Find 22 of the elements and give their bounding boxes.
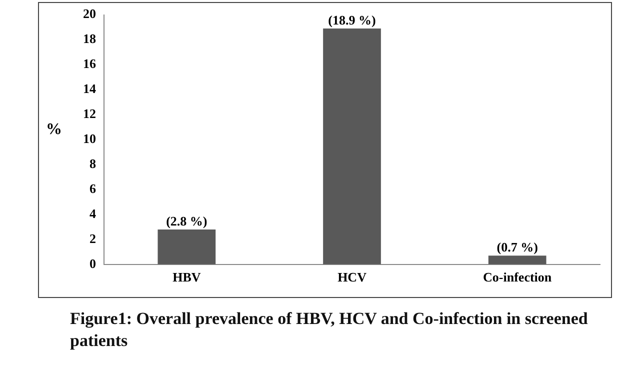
- y-tick-label: 8: [90, 156, 96, 171]
- x-tick-label: HBV: [172, 270, 202, 285]
- data-label: (0.7 %): [496, 240, 538, 255]
- data-label: (18.9 %): [328, 12, 376, 28]
- y-tick-label: 4: [90, 206, 96, 221]
- caption: Figure1: Overall prevalence of HBV, HCV and Co-infection in screened patients: [70, 308, 589, 352]
- y-tick-label: 10: [83, 130, 96, 146]
- y-tick-label: 16: [83, 56, 96, 72]
- y-tick-label: 20: [83, 6, 96, 22]
- y-tick-label: 6: [90, 180, 96, 196]
- x-tick-label: HCV: [338, 270, 368, 285]
- y-axis-title: %: [46, 120, 62, 138]
- y-tick-label: 14: [83, 81, 96, 96]
- bar: [323, 28, 381, 264]
- y-tick-label: 18: [83, 31, 96, 46]
- bar: [488, 256, 546, 264]
- y-tick-label: 2: [90, 230, 96, 246]
- bar: [158, 229, 216, 264]
- y-tick-label: 0: [90, 256, 96, 271]
- x-tick-label: Co-infection: [483, 270, 552, 285]
- data-label: (2.8 %): [166, 213, 208, 228]
- y-tick-label: 12: [83, 106, 96, 121]
